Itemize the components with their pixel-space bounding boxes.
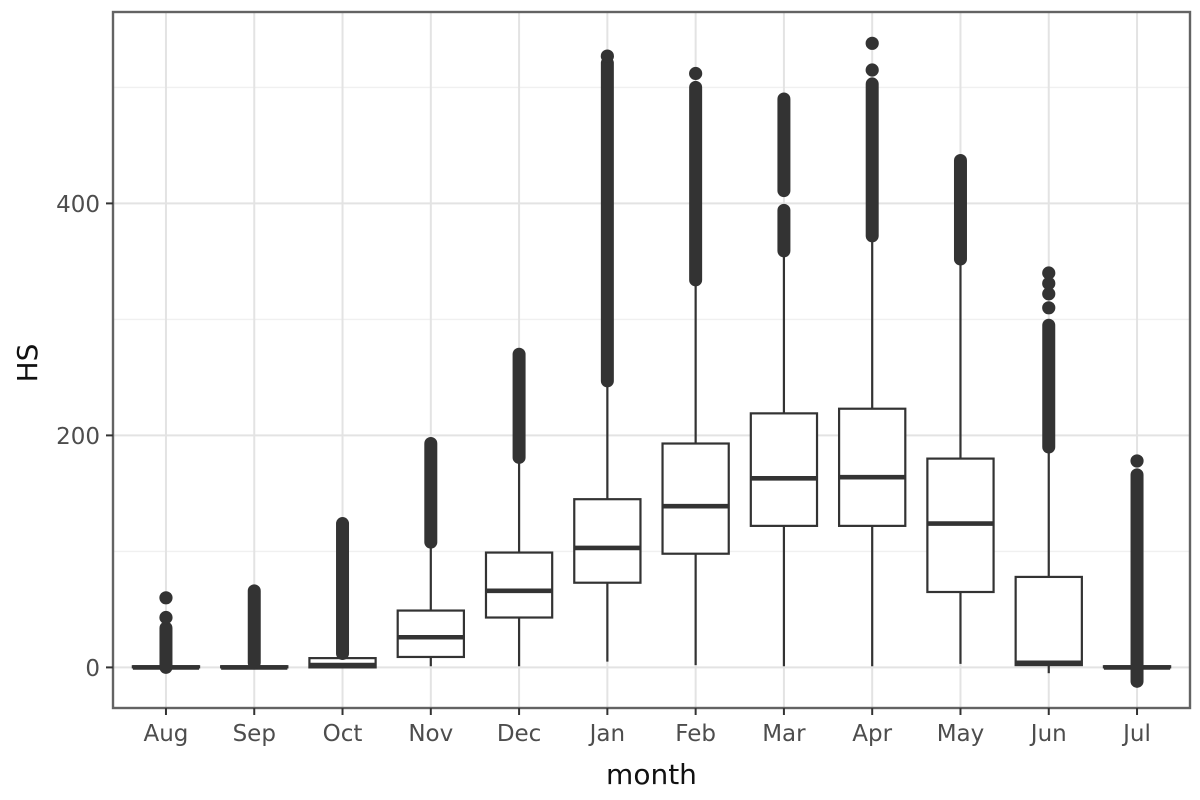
x-tick-label: Aug — [144, 721, 189, 747]
x-tick-label: Jan — [588, 721, 625, 747]
box-Jan-outlier-dot — [600, 49, 614, 63]
box-Aug-outlier-dot — [159, 591, 173, 605]
x-tick-label: Jun — [1029, 721, 1067, 747]
box-Mar-iqr — [749, 412, 819, 527]
x-tick-label: Nov — [408, 721, 453, 747]
box-Jun-outlier-dot — [1042, 301, 1056, 315]
x-tick-label: Mar — [762, 721, 806, 747]
box-Apr-iqr — [837, 407, 907, 527]
box-Jun-outlier-dot — [1042, 287, 1056, 301]
box-Jun-outlier-dot — [1042, 266, 1056, 280]
y-tick-label: 200 — [56, 424, 100, 450]
box-Jun-iqr — [1014, 575, 1083, 667]
box-Dec-iqr — [484, 551, 554, 619]
x-tick-label: Oct — [323, 721, 363, 747]
x-tick-label: Feb — [675, 721, 716, 747]
box-Jun-outlier-dot — [1042, 276, 1056, 291]
x-tick-label: Apr — [852, 721, 892, 747]
box-Feb-iqr — [661, 442, 730, 555]
box-Jan-iqr — [573, 498, 642, 584]
x-tick-label: May — [937, 721, 985, 747]
box-Nov-iqr — [396, 609, 466, 659]
y-axis-title: HS — [11, 343, 44, 383]
x-tick-label: Jul — [1121, 721, 1151, 747]
box-Jul-outlier-dot — [1130, 454, 1144, 468]
y-tick-label: 0 — [85, 656, 100, 682]
x-tick-label: Dec — [497, 721, 542, 747]
box-Apr-outlier-dot — [865, 63, 879, 77]
panel-border — [111, 10, 1192, 710]
x-axis-title: month — [606, 758, 697, 791]
x-tick-label: Sep — [233, 721, 276, 747]
box-Aug-outlier-dot — [159, 610, 173, 625]
box-Apr-outlier-dot — [865, 36, 879, 50]
box-Feb-outlier-dot — [689, 66, 703, 81]
y-tick-label: 400 — [56, 192, 100, 218]
